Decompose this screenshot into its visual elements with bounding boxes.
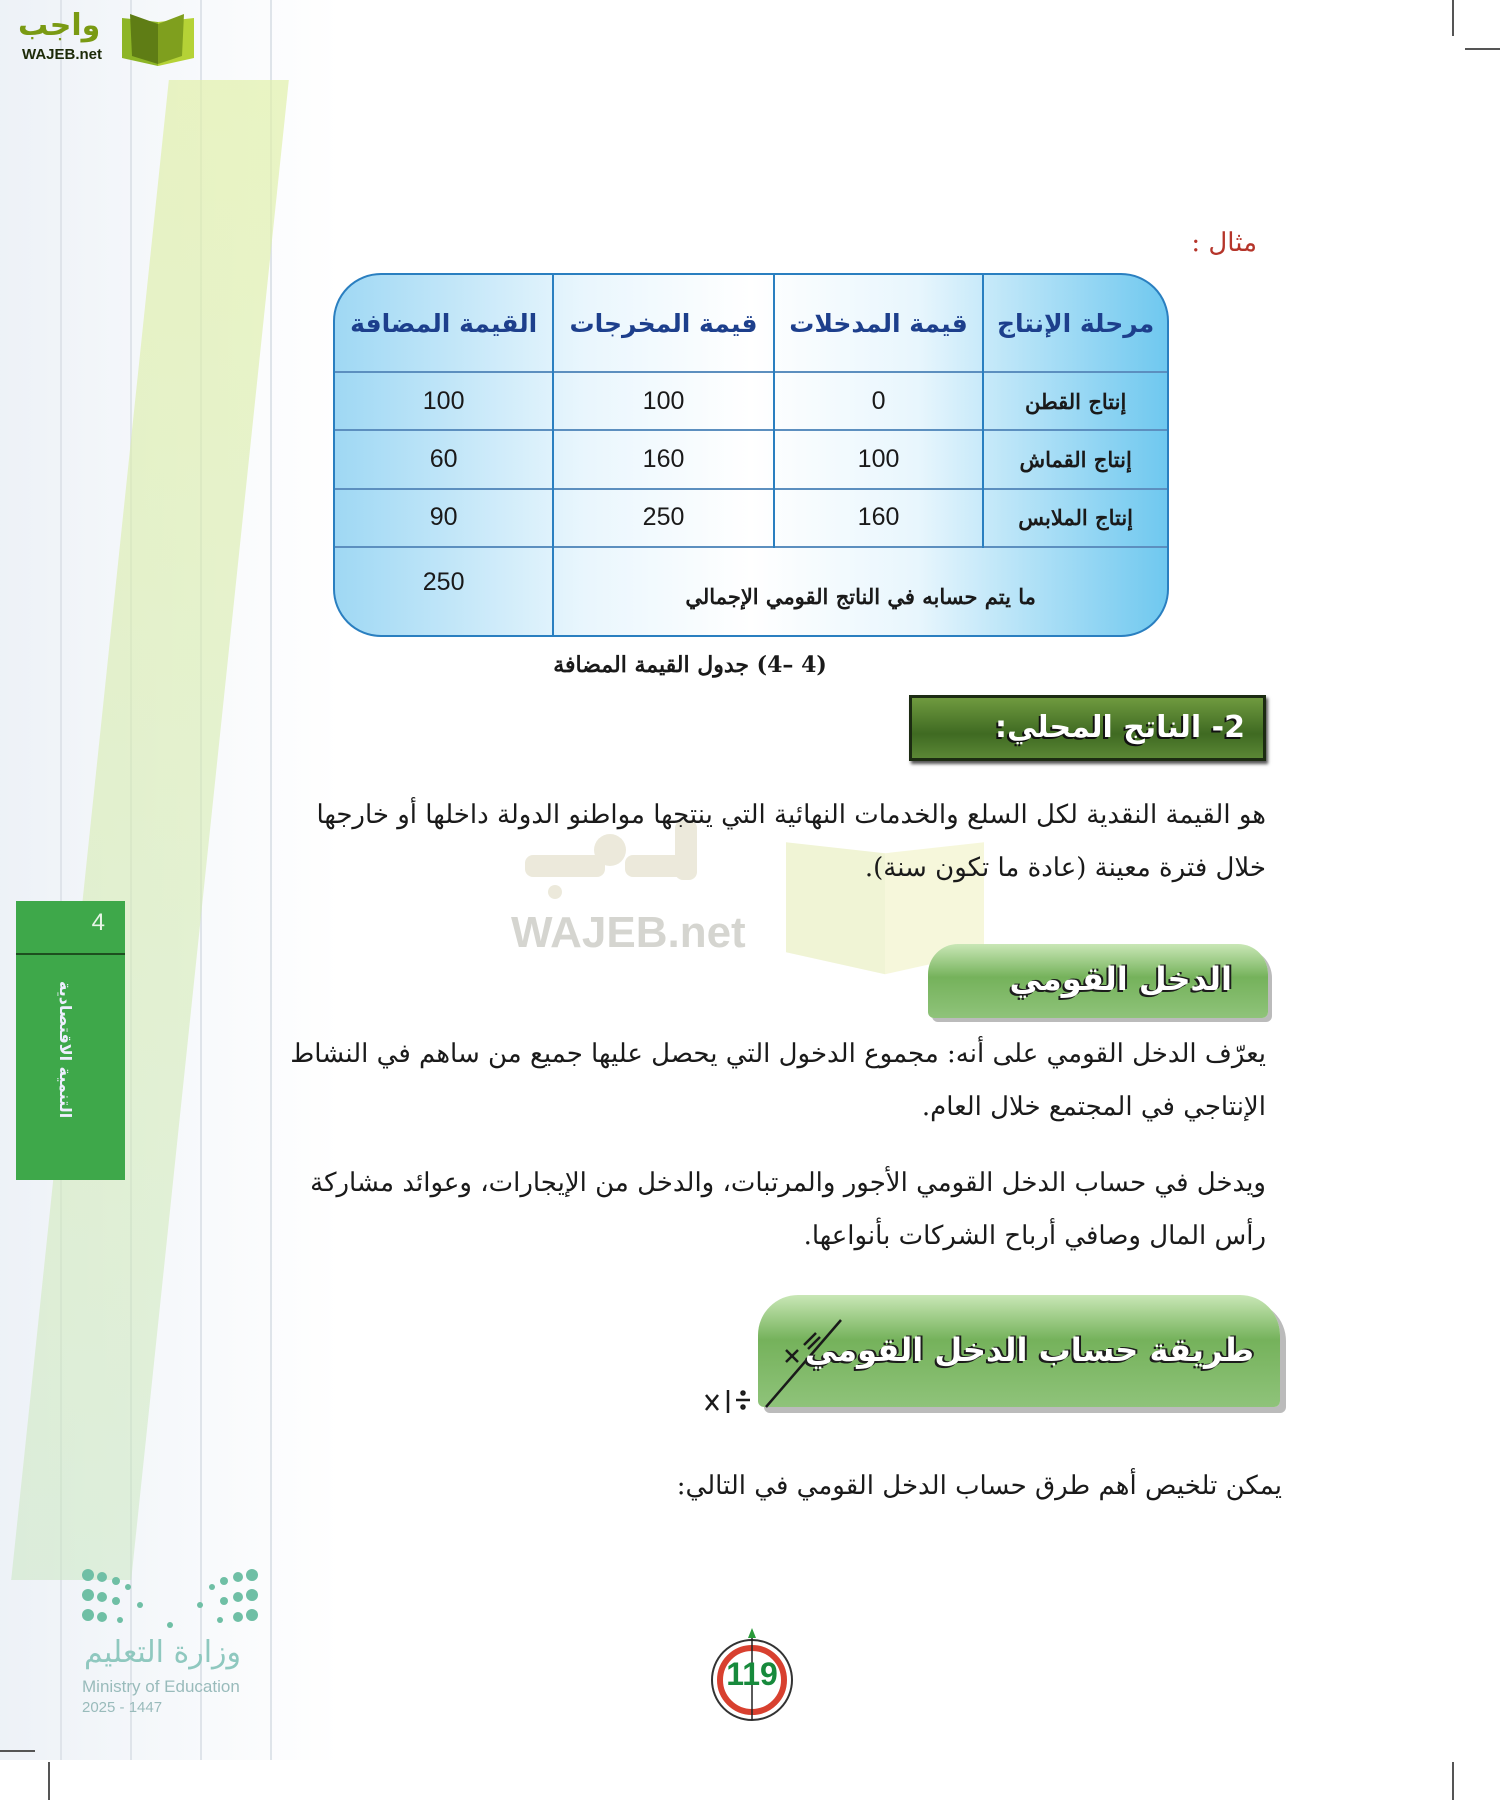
wajeb-logo[interactable]: واجب WAJEB.net	[10, 8, 194, 68]
value-added-table: مرحلة الإنتاج قيمة المدخلات قيمة المخرجا…	[333, 273, 1169, 637]
cell-stage: إنتاج الملابس	[982, 487, 1167, 547]
unit-side-tab: 4 التنمية الاقتصادية	[16, 901, 125, 1180]
unit-number: 4	[16, 901, 125, 955]
text-line: الإنتاجي في المجتمع خلال العام.	[921, 1092, 1266, 1122]
heading-domestic-product: 2- الناتج المحلي:	[909, 695, 1266, 761]
logo-arabic: واجب	[18, 8, 101, 43]
example-label: مثال :	[1191, 228, 1257, 258]
ministry-arabic: وزارة التعليم	[84, 1635, 242, 1670]
text-line: رأس المال وصافي أرباح الشركات بأنواعها.	[803, 1221, 1266, 1251]
crop-mark	[0, 1750, 35, 1752]
total-value: 250	[335, 546, 554, 635]
header-inputs: قيمة المدخلات	[772, 275, 984, 372]
header-outputs: قيمة المخرجات	[552, 275, 774, 372]
text-line: ويدخل في حساب الدخل القومي الأجور والمرت…	[310, 1168, 1266, 1198]
crop-mark	[48, 1762, 50, 1800]
cell-value-added: 90	[335, 487, 554, 547]
table-total-row: ما يتم حسابه في الناتج القومي الإجمالي 2…	[335, 546, 1167, 635]
header-stage: مرحلة الإنتاج	[982, 275, 1167, 372]
paragraph-national-income-definition: يعرّف الدخل القومي على أنه: مجموع الدخول…	[216, 1028, 1266, 1134]
unit-title: التنمية الاقتصادية	[56, 981, 75, 1119]
heading-national-income: الدخل القومي	[928, 944, 1268, 1018]
text-line: يعرّف الدخل القومي على أنه: مجموع الدخول…	[290, 1039, 1266, 1069]
math-doodle-icon	[705, 1319, 842, 1413]
table-caption: (4 –4) جدول القيمة المضافة	[553, 652, 827, 678]
cell-value-added: 100	[335, 370, 554, 431]
ministry-dots-icon	[82, 1569, 258, 1628]
paragraph-method-intro: يمكن تلخيص أهم طرق حساب الدخل القومي في …	[676, 1471, 1282, 1501]
cell-inputs: 100	[772, 429, 984, 489]
wajeb-watermark: WAJEB.net	[505, 820, 1005, 1000]
ministry-logo: وزارة التعليم Ministry of Education 2025…	[80, 1565, 330, 1735]
crop-mark	[1465, 48, 1500, 50]
cell-outputs: 160	[552, 429, 774, 489]
table-header-row: مرحلة الإنتاج قيمة المدخلات قيمة المخرجا…	[335, 275, 1167, 372]
header-value-added: القيمة المضافة	[350, 308, 538, 338]
cell-inputs: 0	[772, 370, 984, 431]
ministry-english: Ministry of Education	[82, 1677, 240, 1696]
cell-outputs: 250	[552, 487, 774, 547]
total-label: ما يتم حسابه في الناتج القومي الإجمالي	[552, 546, 1167, 635]
heading-text: طريقة حساب الدخل القومي	[804, 1331, 1254, 1369]
cell-stage: إنتاج القماش	[982, 429, 1167, 489]
paragraph-domestic-definition: هو القيمة النقدية لكل السلع والخدمات الن…	[226, 789, 1266, 895]
logo-latin: WAJEB.net	[22, 46, 103, 63]
watermark-latin: WAJEB.net	[511, 908, 746, 957]
crop-mark	[1452, 0, 1454, 36]
ministry-year: 2025 - 1447	[82, 1699, 163, 1716]
watermark-book-icon	[786, 842, 984, 975]
cell-outputs: 100	[552, 370, 774, 431]
page-number: 119	[726, 1656, 778, 1692]
page-circle-icon	[711, 1628, 793, 1721]
paragraph-national-income-components: ويدخل في حساب الدخل القومي الأجور والمرت…	[216, 1157, 1266, 1263]
cell-value-added: 60	[335, 429, 554, 489]
table-row: إنتاج القطن 0 100 100	[335, 370, 1167, 431]
page-number-badge: 119	[704, 1628, 800, 1724]
heading-calculation-method: طريقة حساب الدخل القومي	[705, 1295, 1280, 1413]
table-row: إنتاج الملابس 160 250 90	[335, 487, 1167, 547]
text-line: هو القيمة النقدية لكل السلع والخدمات الن…	[316, 800, 1266, 830]
background-decoration	[0, 0, 360, 1760]
table-row: إنتاج القماش 100 160 60	[335, 429, 1167, 489]
text-line: خلال فترة معينة (عادة ما تكون سنة).	[864, 853, 1266, 883]
book-icon	[122, 14, 194, 66]
watermark-arabic-mark	[525, 820, 697, 899]
cell-stage: إنتاج القطن	[982, 370, 1167, 431]
cell-inputs: 160	[772, 487, 984, 547]
crop-mark	[1452, 1762, 1454, 1800]
